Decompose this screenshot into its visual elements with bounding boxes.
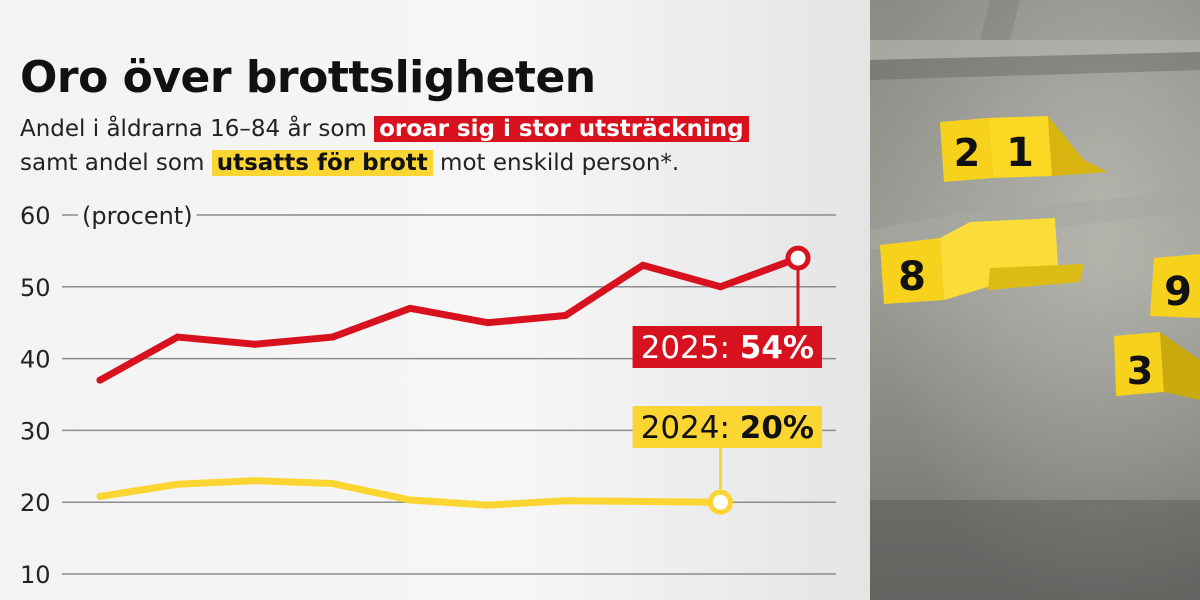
- worry-end-marker: [785, 245, 811, 271]
- worry-point-0: [96, 376, 104, 384]
- victim-highlight: utsatts för brott: [211, 150, 433, 176]
- subtitle-line-1: Andel i åldrarna 16–84 år som oroar sig …: [20, 116, 749, 142]
- subtitle-line-2: samt andel som utsatts för brott mot ens…: [20, 150, 679, 176]
- marker-2-number: 2: [954, 131, 980, 175]
- victim-callout-box: [632, 406, 822, 448]
- worry-point-4: [406, 304, 414, 312]
- victim-end-marker: [707, 489, 733, 515]
- y-axis-unit-label: (procent): [82, 202, 193, 230]
- marker-8-number: 8: [898, 254, 926, 300]
- worry-callout-box: [632, 326, 822, 368]
- y-tick-label-40: 40: [20, 346, 51, 374]
- worry-series-line: [96, 254, 802, 384]
- crime-scene-photo: 2 1 8 9 3: [870, 0, 1200, 600]
- subtitle-line-1-prefix: Andel i åldrarna 16–84 år som: [20, 116, 375, 142]
- victim-callout-value: 20%: [740, 410, 814, 446]
- victim-point-0: [96, 492, 104, 500]
- worry-point-3: [329, 333, 337, 341]
- chart-panel: Oro över brottsligheten Andel i åldrarna…: [0, 0, 870, 600]
- y-tick-label-20: 20: [20, 489, 51, 517]
- victim-point-3: [329, 480, 337, 488]
- worry-callout-value: 54%: [740, 330, 814, 366]
- chart-title: Oro över brottsligheten: [20, 52, 596, 103]
- victim-callout-label: 2024: 20%: [641, 410, 814, 446]
- marker-3-number: 3: [1127, 349, 1153, 393]
- worry-point-5: [484, 319, 492, 327]
- worry-callout-label: 2025: 54%: [641, 330, 814, 366]
- subtitle-line-2-prefix: samt andel som: [20, 150, 212, 176]
- worry-point-2: [251, 340, 259, 348]
- worry-callout-year: 2025:: [641, 330, 740, 366]
- y-tick-label-50: 50: [20, 274, 51, 302]
- victim-point-7: [639, 497, 647, 505]
- evidence-marker-1: 1: [988, 116, 1108, 178]
- victim-point-5: [484, 501, 492, 509]
- marker-1-number: 1: [1006, 130, 1034, 176]
- y-axis-unit-label-backdrop: [78, 202, 197, 230]
- evidence-marker-9: 9: [1150, 254, 1200, 318]
- crime-scene-photo-art: 2 1 8 9 3: [870, 0, 1200, 600]
- y-tick-label-30: 30: [20, 417, 51, 445]
- evidence-marker-8: 8: [880, 218, 1084, 304]
- y-tick-label-10: 10: [20, 561, 51, 589]
- victim-point-2: [251, 477, 259, 485]
- subtitle-line-2-suffix: mot enskild person*.: [432, 150, 680, 176]
- victim-point-1: [174, 480, 182, 488]
- worry-point-6: [561, 312, 569, 320]
- worry-point-8: [716, 283, 724, 291]
- victim-point-4: [406, 496, 414, 504]
- victim-point-6: [561, 497, 569, 505]
- worry-point-1: [174, 333, 182, 341]
- worry-point-7: [639, 261, 647, 269]
- y-tick-label-60: 60: [20, 202, 51, 230]
- marker-9-number: 9: [1164, 269, 1192, 315]
- victim-callout-year: 2024:: [641, 410, 740, 446]
- evidence-marker-3: 3: [1114, 332, 1200, 400]
- worry-highlight: oroar sig i stor utsträckning: [374, 116, 749, 142]
- line-chart: 10 20 30 40 50 60 (procent) 2025: 54% 2024: 20%: [20, 202, 836, 589]
